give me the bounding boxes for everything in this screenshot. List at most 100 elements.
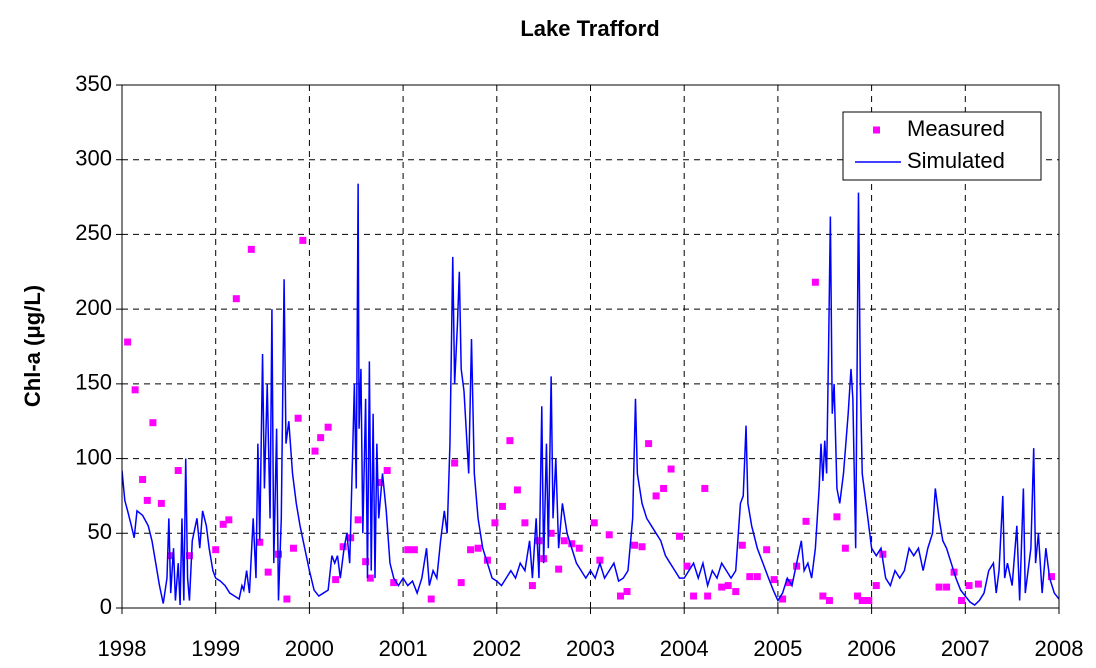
measured-point	[965, 582, 973, 590]
simulated-line	[122, 183, 1059, 606]
measured-point	[746, 573, 754, 581]
x-tick-label: 1999	[191, 636, 240, 661]
measured-point	[590, 519, 598, 527]
legend-marker	[873, 126, 880, 134]
measured-point	[390, 579, 398, 587]
measured-point	[865, 597, 873, 605]
measured-point	[763, 546, 771, 554]
x-tick-label: 2006	[847, 636, 896, 661]
y-tick-label: 350	[75, 71, 112, 96]
x-tick-label: 2000	[285, 636, 334, 661]
measured-point	[872, 582, 880, 590]
measured-point	[317, 434, 325, 442]
measured-point	[547, 529, 555, 537]
measured-point	[167, 552, 175, 560]
measured-point	[513, 486, 521, 494]
measured-point	[667, 465, 675, 473]
measured-point	[410, 546, 418, 554]
measured-point	[616, 592, 624, 600]
measured-point	[139, 475, 147, 483]
measured-point	[943, 583, 951, 591]
measured-point	[638, 543, 646, 551]
measured-point	[854, 592, 862, 600]
measured-point	[339, 543, 347, 551]
measured-point	[802, 517, 810, 525]
measured-point	[256, 538, 264, 546]
measured-point	[376, 478, 384, 486]
measured-point	[311, 447, 319, 455]
measured-point	[645, 440, 653, 448]
x-tick-label: 1998	[98, 636, 147, 661]
measured-point	[521, 519, 529, 527]
measured-point	[704, 592, 712, 600]
measured-point	[683, 562, 691, 570]
measured-point	[149, 419, 157, 427]
measured-point	[467, 546, 475, 554]
measured-point	[174, 467, 182, 475]
measured-point	[811, 278, 819, 286]
measured-point	[354, 516, 362, 524]
measured-point	[690, 592, 698, 600]
measured-point	[366, 574, 374, 582]
measured-point	[935, 583, 943, 591]
measured-point	[753, 573, 761, 581]
measured-point	[555, 565, 563, 573]
measured-point	[299, 236, 307, 244]
measured-point	[676, 532, 684, 540]
measured-point	[185, 552, 193, 560]
legend-box	[842, 111, 1042, 181]
measured-point	[652, 492, 660, 500]
measured-point	[498, 502, 506, 510]
y-axis-label: Chl-a (μg/L)	[20, 285, 45, 407]
measured-point	[247, 245, 255, 253]
x-tick-label: 2003	[566, 636, 615, 661]
measured-point	[451, 459, 459, 467]
measured-point	[457, 579, 465, 587]
y-tick-label: 250	[75, 220, 112, 245]
measured-point	[491, 519, 499, 527]
measured-point	[124, 338, 132, 346]
measured-point	[623, 588, 631, 596]
measured-point	[362, 558, 370, 566]
measured-point	[819, 592, 827, 600]
x-tick-label: 2008	[1035, 636, 1084, 661]
y-tick-label: 150	[75, 370, 112, 395]
chart-title: Lake Trafford	[520, 16, 659, 41]
measured-point	[528, 582, 536, 590]
measured-point	[283, 595, 291, 603]
measured-point	[568, 540, 576, 548]
measured-point	[575, 544, 583, 552]
measured-point	[718, 583, 726, 591]
measured-point	[143, 496, 151, 504]
measured-point	[738, 541, 746, 549]
x-tick-label: 2005	[753, 636, 802, 661]
measured-point	[1048, 573, 1056, 581]
measured-point	[858, 597, 866, 605]
measured-point	[732, 588, 740, 596]
measured-point	[879, 550, 887, 558]
measured-point	[157, 499, 165, 507]
measured-point	[404, 546, 412, 554]
legend-label: Measured	[907, 116, 1005, 141]
x-tick-label: 2004	[660, 636, 709, 661]
measured-point	[770, 576, 778, 584]
y-tick-label: 0	[100, 594, 112, 619]
measured-point	[974, 580, 982, 588]
y-tick-label: 100	[75, 444, 112, 469]
x-tick-label: 2007	[941, 636, 990, 661]
measured-point	[212, 546, 220, 554]
measured-point	[219, 520, 227, 528]
measured-point	[427, 595, 435, 603]
legend-label: Simulated	[907, 148, 1005, 173]
measured-point	[289, 544, 297, 552]
x-tick-label: 2002	[472, 636, 521, 661]
plot-frame	[121, 84, 1060, 609]
measured-point	[131, 386, 139, 394]
measured-point	[383, 467, 391, 475]
measured-point	[596, 556, 604, 564]
measured-point	[506, 437, 514, 445]
measured-point	[474, 544, 482, 552]
measured-point	[841, 544, 849, 552]
measured-point	[779, 595, 787, 603]
measured-point	[560, 537, 568, 545]
